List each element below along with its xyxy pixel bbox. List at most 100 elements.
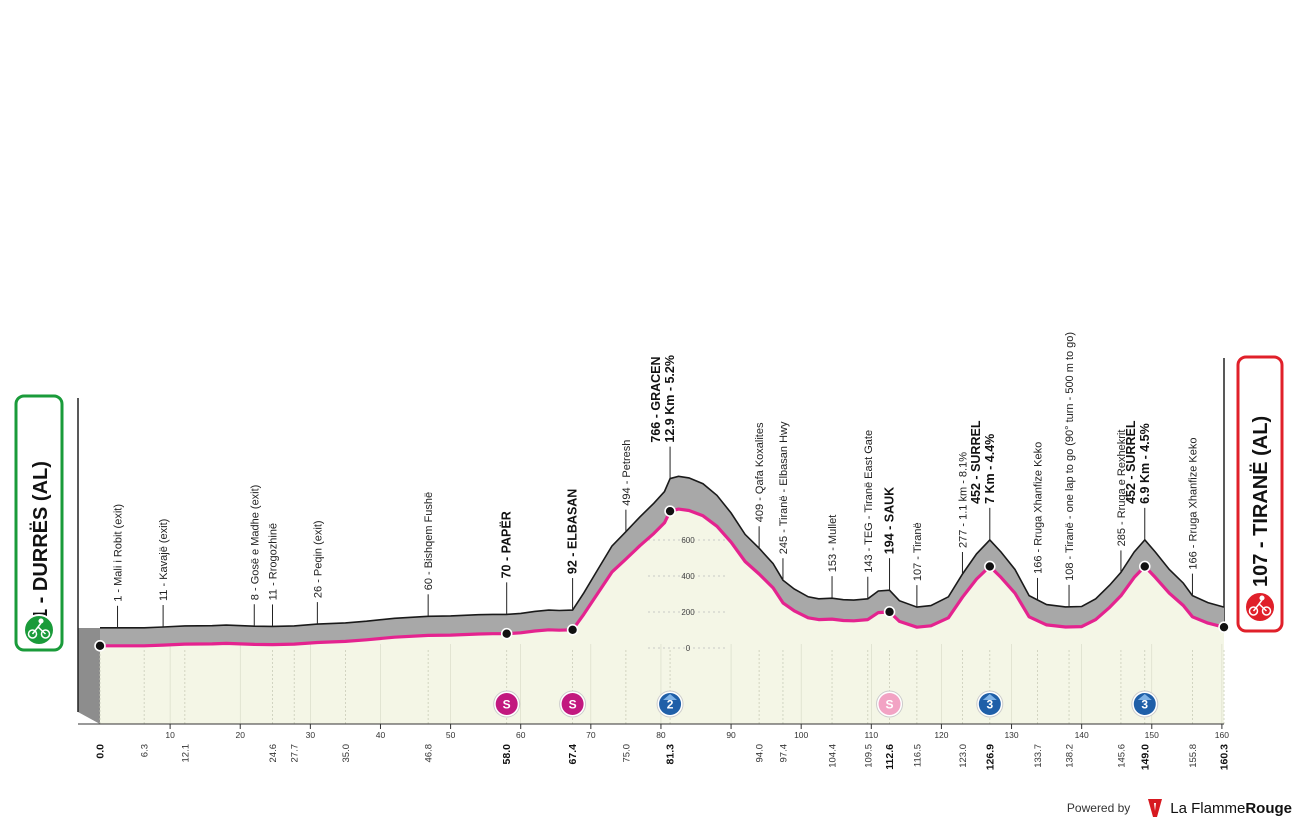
x-tick-label: 50 [446,730,456,740]
start-frame [14,394,64,652]
x-tick-label: 140 [1075,730,1089,740]
x-tick-label: 120 [934,730,948,740]
waypoint-label: 766 - GRACEN [649,356,663,442]
x-tick-label: 60 [516,730,526,740]
badge-label: S [886,698,894,712]
km-mark-label: 149.0 [1139,744,1151,770]
km-axis: 10 20 30 40 50 60 70 80 90 100 110 120 130 140 150 160 0… [78,723,1231,770]
altitude-label: 600 [681,536,695,545]
badge-label: 3 [986,698,993,712]
finish-city-label: 107 - TIRANË (AL) [1249,416,1272,587]
flame-logo-icon [1148,799,1163,817]
ground-fill [100,509,1224,724]
sprint-badge [561,693,584,715]
x-tick-label: 20 [236,730,246,740]
ground-area [77,358,1225,724]
brand-name: La FlammeRouge [1170,800,1292,817]
km-mark-label: 0.0 [95,744,107,759]
grid-lines [99,644,1225,724]
x-tick-label: 110 [865,730,879,740]
waypoint-label: 107 - Tiranë [912,522,924,581]
km-mark-label: 160.3 [1219,744,1231,770]
powered-by-label: Powered by [1066,801,1131,815]
km-mark-label: 145.6 [1116,744,1127,768]
profile-side-wall [78,628,100,724]
x-tick-label: 10 [165,730,175,740]
kom-badge [1133,693,1156,715]
road-line-path [100,507,1225,648]
footer: Powered by La FlammeRouge [1067,797,1292,819]
road-line [94,505,1230,652]
x-tick-label: 130 [1004,730,1018,740]
km-mark-label: 97.4 [779,744,790,763]
finish-frame [1236,355,1284,633]
profile-band [100,476,1224,646]
waypoint-label: 143 - TEG - Tiranë East Gate [863,430,875,573]
x-tick-label: 90 [726,730,736,740]
waypoint-label: 8 - Gosë e Madhe (exit) [249,485,261,601]
road-marker [566,624,579,636]
badge-label: S [569,698,577,712]
road-marker [94,640,106,652]
km-mark-label: 75.0 [621,744,632,763]
sprint-badge [878,693,901,715]
km-mark-label: 94.0 [755,744,766,763]
x-tick-label: 70 [586,730,596,740]
cyclist-icon [27,618,51,639]
road-marker [664,505,676,517]
mountain-icon [1137,694,1152,700]
waypoint-label: 277 - 1.1 km - 8.1% [958,452,970,548]
badge-label: 2 [667,698,674,712]
elevation-profile [100,475,1225,646]
waypoint-label: 153 - Mullet [827,515,839,572]
waypoint-label: 452 - SURREL [1124,420,1138,504]
waypoint-labels: 1 - Mali i Robit (exit) 11 - Kavajë (exit… [113,332,1199,628]
waypoint-label: 452 - SURREL [969,420,983,504]
km-mark-label: 112.6 [884,744,896,770]
km-mark-label: 58.0 [501,744,513,765]
sprint-badge [495,693,518,715]
km-mark-label: 81.3 [665,744,677,765]
brand-light: La Flamme [1170,799,1246,817]
altitude-label: 0 [686,644,691,653]
finish-box: 107 - TIRANË (AL) [1236,355,1284,633]
km-mark-label: 27.7 [290,744,301,763]
waypoint-label: 11 - Kavajë (exit) [158,519,170,601]
waypoint-label: 1 - Mali i Robit (exit) [113,504,125,602]
altitude-label: 200 [681,608,695,617]
profile-outline [100,475,1225,629]
x-tick-label: 100 [794,730,808,740]
kom-badge [659,693,682,715]
altitude-scale: 0 200 400 600 [648,536,728,653]
brand-bold: Rouge [1245,799,1292,817]
km-mark-label: 24.6 [268,744,279,763]
cyclist-icon [1248,595,1272,616]
waypoint-label: 285 - Rruga e Rexhekrit [1116,430,1128,547]
waypoint-label: 11 - Rrogozhinë [268,523,280,600]
waypoint-label: 494 - Petresh [621,440,633,506]
road-marker [1138,560,1151,573]
km-mark-label: 104.4 [828,744,839,768]
waypoint-label: 245 - Tiranë - Elbasan Hwy [778,421,790,554]
km-mark-label: 35.0 [341,744,352,763]
waypoint-label: 108 - Tiranë - one lap to go (90° turn -… [1064,332,1076,581]
x-tick-label: 160 [1215,730,1229,740]
x-tick-label: 40 [376,730,386,740]
km-mark-label: 116.5 [912,744,923,767]
x-tick-label: 150 [1145,730,1159,740]
waypoint-label: 6.9 Km - 4.5% [1138,423,1152,504]
waypoint-label: 70 - PAPËR [499,511,514,578]
km-mark-label: 109.5 [863,744,874,768]
waypoint-label: 194 - SAUK [883,487,897,554]
mountain-icon [982,694,997,700]
km-mark-label: 123.0 [958,744,969,768]
road-marker [500,627,513,640]
altitude-label: 400 [681,572,695,581]
waypoint-label: 409 - Qafa Koxalites [754,422,766,522]
km-mark-label: 12.1 [180,744,191,763]
waypoint-label: 12.9 Km - 5.2% [663,355,677,443]
badge-label: 3 [1141,698,1148,712]
waypoint-label: 60 - Bishqem Fushë [423,492,435,590]
km-mark-label: 46.8 [424,744,435,763]
